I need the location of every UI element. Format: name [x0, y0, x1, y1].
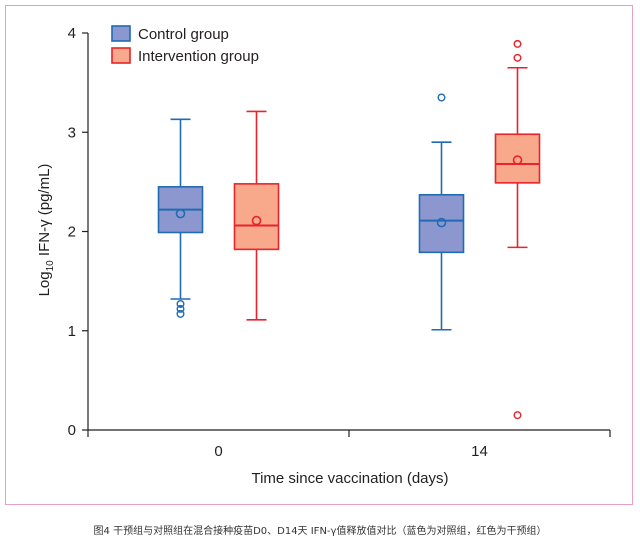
y-tick-label: 4 — [68, 25, 76, 42]
outlier-point — [513, 411, 522, 420]
series-intervention — [233, 39, 541, 420]
outlier-point — [176, 309, 185, 318]
box-14 — [494, 39, 541, 420]
outlier-point — [513, 53, 522, 62]
box-plot-chart: 0 1 2 3 4 0 14 Control group Intervention grou… — [36, 25, 611, 487]
y-axis-title-subscript: 10 — [45, 260, 56, 272]
legend-label: Intervention group — [138, 48, 259, 65]
series-control — [157, 93, 465, 331]
y-axis-title-rest: IFN-γ (pg/mL) — [36, 164, 53, 261]
y-tick-label: 0 — [68, 422, 76, 439]
box-14 — [418, 93, 465, 331]
figure-frame — [5, 5, 633, 505]
mean-marker — [175, 208, 186, 219]
legend-label: Control group — [138, 26, 229, 43]
interquartile-box — [494, 133, 541, 184]
outlier-point — [437, 93, 446, 102]
legend-swatch — [111, 47, 131, 64]
box-plot-series — [157, 39, 541, 420]
outlier-point — [176, 299, 185, 308]
interquartile-box — [418, 193, 465, 254]
box-0 — [233, 110, 280, 321]
mean-marker — [512, 155, 523, 165]
y-tick-label: 2 — [68, 224, 76, 241]
x-axis-title: Time since vaccination (days) — [251, 470, 448, 487]
legend: Control group Intervention group — [111, 25, 259, 65]
x-tick-label: 14 — [471, 443, 488, 460]
y-axis: 0 1 2 3 4 — [68, 25, 89, 439]
outlier-point — [176, 304, 185, 313]
figure-caption: 图4 干预组与对照组在混合接种疫苗D0、D14天 IFN-γ值释放值对比（蓝色为… — [93, 526, 547, 537]
legend-item-intervention: Intervention group — [111, 47, 259, 65]
x-tick-label: 0 — [214, 443, 222, 460]
box-0 — [157, 118, 204, 318]
y-axis-title-main: Log — [36, 271, 53, 296]
mean-marker — [251, 215, 262, 226]
legend-swatch — [111, 25, 131, 42]
outlier-point — [513, 39, 522, 48]
mean-marker — [436, 217, 447, 228]
y-axis-title: Log10 IFN-γ (pg/mL) — [36, 164, 56, 297]
x-axis: 0 14 — [87, 429, 611, 460]
y-tick-label: 3 — [68, 124, 76, 141]
y-tick-label: 1 — [68, 323, 76, 340]
legend-item-control: Control group — [111, 25, 229, 43]
